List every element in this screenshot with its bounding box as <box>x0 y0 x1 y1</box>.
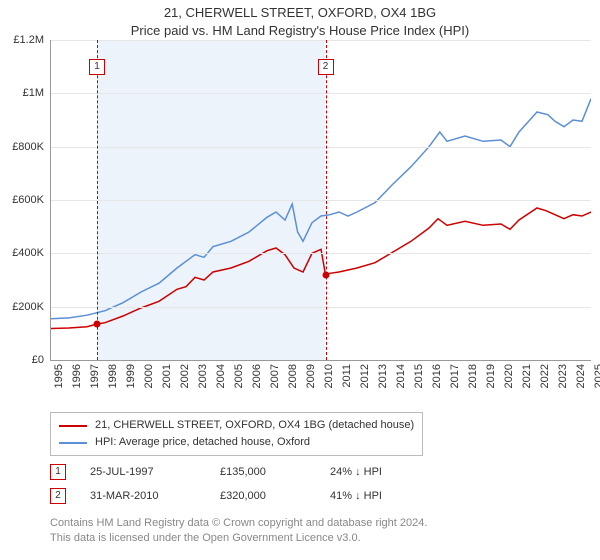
chart-title: 21, CHERWELL STREET, OXFORD, OX4 1BG Pri… <box>0 0 600 39</box>
legend-label: 21, CHERWELL STREET, OXFORD, OX4 1BG (de… <box>95 417 414 434</box>
sale-delta: 41% ↓ HPI <box>330 490 450 502</box>
x-tick-label: 2018 <box>467 364 479 388</box>
sale-price: £135,000 <box>220 466 330 478</box>
x-tick-label: 2021 <box>521 364 533 388</box>
sale-row-marker: 1 <box>50 464 66 480</box>
x-tick-label: 2006 <box>251 364 263 388</box>
x-tick-label: 2019 <box>485 364 497 388</box>
sale-row: 2 31-MAR-2010£320,00041% ↓ HPI <box>50 484 450 508</box>
y-tick-label: £1M <box>23 87 44 99</box>
footer-line-1: Contains HM Land Registry data © Crown c… <box>50 516 427 531</box>
x-tick-label: 2001 <box>161 364 173 388</box>
x-tick-label: 1999 <box>125 364 137 388</box>
x-tick-label: 2023 <box>557 364 569 388</box>
x-tick-label: 2009 <box>305 364 317 388</box>
x-tick-label: 2010 <box>323 364 335 388</box>
x-tick-label: 2011 <box>341 364 353 388</box>
sale-marker-line <box>97 40 98 360</box>
gridline <box>51 307 591 308</box>
gridline <box>51 200 591 201</box>
sales-table: 1 25-JUL-1997£135,00024% ↓ HPI 2 31-MAR-201… <box>50 460 450 508</box>
gridline <box>51 253 591 254</box>
gridline <box>51 147 591 148</box>
footer-line-2: This data is licensed under the Open Gov… <box>50 531 427 546</box>
y-tick-label: £1.2M <box>13 34 44 46</box>
x-tick-label: 1996 <box>71 364 83 388</box>
series-price_paid <box>51 208 591 329</box>
x-tick-label: 1997 <box>89 364 101 388</box>
sale-delta: 24% ↓ HPI <box>330 466 450 478</box>
y-axis: £0£200K£400K£600K£800K£1M£1.2M <box>0 40 48 360</box>
x-tick-label: 2003 <box>197 364 209 388</box>
attribution-footer: Contains HM Land Registry data © Crown c… <box>50 516 427 546</box>
x-tick-label: 2025 <box>593 364 600 388</box>
series-hpi <box>51 99 591 319</box>
gridline <box>51 93 591 94</box>
legend-label: HPI: Average price, detached house, Oxfo… <box>95 434 310 451</box>
legend-item: 21, CHERWELL STREET, OXFORD, OX4 1BG (de… <box>59 417 414 434</box>
y-tick-label: £0 <box>32 354 44 366</box>
x-tick-label: 2013 <box>377 364 389 388</box>
x-tick-label: 2000 <box>143 364 155 388</box>
sale-row-marker: 2 <box>50 488 66 504</box>
x-tick-label: 2012 <box>359 364 371 388</box>
x-tick-label: 2015 <box>413 364 425 388</box>
sale-row: 1 25-JUL-1997£135,00024% ↓ HPI <box>50 460 450 484</box>
sale-dot <box>94 321 101 328</box>
x-tick-label: 2014 <box>395 364 407 388</box>
x-tick-label: 2004 <box>215 364 227 388</box>
y-tick-label: £600K <box>12 194 44 206</box>
x-tick-label: 2020 <box>503 364 515 388</box>
y-tick-label: £200K <box>12 301 44 313</box>
x-tick-label: 2005 <box>233 364 245 388</box>
legend-swatch <box>59 442 87 444</box>
x-tick-label: 2024 <box>575 364 587 388</box>
sale-date: 31-MAR-2010 <box>90 490 220 502</box>
legend-swatch <box>59 425 87 427</box>
legend-item: HPI: Average price, detached house, Oxfo… <box>59 434 414 451</box>
sale-price: £320,000 <box>220 490 330 502</box>
title-line-1: 21, CHERWELL STREET, OXFORD, OX4 1BG <box>0 4 600 22</box>
y-tick-label: £400K <box>12 247 44 259</box>
sale-date: 25-JUL-1997 <box>90 466 220 478</box>
x-tick-label: 2016 <box>431 364 443 388</box>
x-tick-label: 2008 <box>287 364 299 388</box>
x-tick-label: 1998 <box>107 364 119 388</box>
x-tick-label: 2022 <box>539 364 551 388</box>
sale-marker-line <box>326 40 327 360</box>
x-tick-label: 2007 <box>269 364 281 388</box>
plot-area: 12 <box>50 40 591 361</box>
x-tick-label: 2002 <box>179 364 191 388</box>
sale-marker-badge: 1 <box>89 59 105 75</box>
chart-area: £0£200K£400K£600K£800K£1M£1.2M 12 199519… <box>0 40 600 400</box>
legend: 21, CHERWELL STREET, OXFORD, OX4 1BG (de… <box>50 412 423 456</box>
x-tick-label: 1995 <box>53 364 65 388</box>
title-line-2: Price paid vs. HM Land Registry's House … <box>0 22 600 40</box>
sale-marker-badge: 2 <box>318 59 334 75</box>
y-tick-label: £800K <box>12 141 44 153</box>
gridline <box>51 40 591 41</box>
x-axis: 1995 1996 1997 1998 1999 2000 2001 2002 2003 2004… <box>50 364 590 404</box>
x-tick-label: 2017 <box>449 364 461 388</box>
sale-dot <box>322 271 329 278</box>
